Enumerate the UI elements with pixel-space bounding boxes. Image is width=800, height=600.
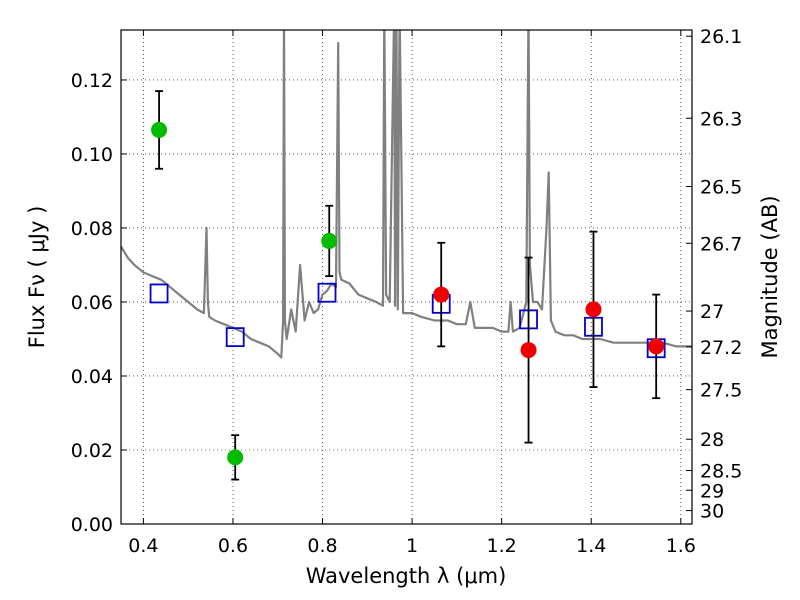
magnitude-tick-label: 27 [700,301,724,323]
model-spectrum [121,30,692,359]
magnitude-tick-label: 26.5 [700,177,742,199]
model-spectrum-line [121,30,692,359]
y-tick-label: 0.12 [71,70,113,92]
red-point [648,338,665,355]
magnitude-tick-label: 27.5 [700,380,742,402]
magnitude-tick-label: 29 [700,480,724,502]
y-axis-ticks: 0.00 0.02 0.04 0.06 0.08 0.10 0.12 [71,70,127,536]
magnitude-tick-label: 26.1 [700,26,742,48]
x-tick-label: 0.8 [307,535,337,557]
x-tick-label: 1.4 [576,535,606,557]
y-tick-label: 0.06 [71,292,113,314]
magnitude-tick-label: 26.7 [700,233,742,255]
x-tick-label: 1.6 [666,535,696,557]
y-axis-label: Flux Fν ( μJy ) [25,206,49,349]
magnitude-tick-label: 26.3 [700,108,742,130]
x-axis-ticks: 0.4 0.6 0.8 1 1.2 1.4 1.6 [128,30,696,557]
data-marks [149,90,666,481]
y-tick-label: 0.10 [71,144,113,166]
magnitude-tick-label: 27.2 [700,337,742,359]
y-tick-label: 0.04 [71,366,113,388]
x-tick-label: 1 [406,535,418,557]
plot-frame [120,29,693,525]
model-box-point [317,282,337,303]
y-tick-label: 0.02 [71,440,113,462]
red-point [433,286,450,303]
green-point [321,232,338,249]
green-point [227,449,244,466]
x-tick-label: 0.6 [218,535,248,557]
magnitude-tick-label: 30 [700,501,724,523]
y-tick-label: 0.08 [71,218,113,240]
model-box-point [225,327,245,348]
y-tick-label: 0.00 [71,514,113,536]
magnitude-axis-label: Magnitude (AB) [758,195,782,358]
magnitude-tick-label: 28.5 [700,461,742,483]
model-box-point [149,283,169,304]
green-point [151,121,168,138]
red-point [520,342,537,359]
plot-area-background [121,30,692,524]
magnitude-tick-label: 28 [700,429,724,451]
x-tick-label: 0.4 [128,535,158,557]
red-point [585,301,602,318]
x-axis-label: Wavelength λ (μm) [306,564,507,588]
x-tick-label: 1.2 [487,535,517,557]
